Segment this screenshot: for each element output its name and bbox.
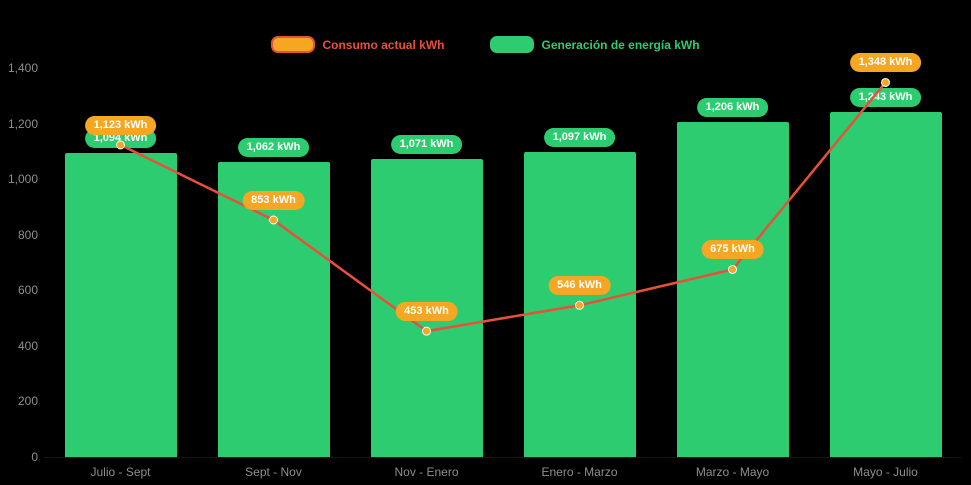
y-axis-tick-label: 600 xyxy=(17,283,38,298)
x-axis-category-label: Mayo - Julio xyxy=(853,465,918,479)
bar-generacion xyxy=(523,152,636,457)
bar-generacion xyxy=(64,153,177,457)
y-axis-tick-label: 800 xyxy=(17,227,38,242)
x-axis-category-label: Sept - Nov xyxy=(245,465,302,479)
y-axis-tick-label: 200 xyxy=(17,394,38,409)
bar-generacion xyxy=(676,121,789,457)
bar-value-badge: 1,097 kWh xyxy=(543,128,616,148)
legend-swatch-icon xyxy=(271,36,316,53)
chart-legend: Consumo actual kWh Generación de energía … xyxy=(0,36,971,53)
bar-value-badge: 1,206 kWh xyxy=(696,97,769,117)
y-axis-tick-label: 1,200 xyxy=(7,116,38,131)
legend-item-label: Consumo actual kWh xyxy=(322,37,445,52)
line-value-badge: 675 kWh xyxy=(701,240,764,260)
bar-value-badge: 1,243 kWh xyxy=(849,87,922,107)
line-value-badge: 1,348 kWh xyxy=(849,53,922,73)
bar-generacion xyxy=(829,111,942,457)
line-point-marker xyxy=(881,77,890,87)
x-axis-category-label: Julio - Sept xyxy=(90,465,151,479)
bar-value-badge: 1,071 kWh xyxy=(390,135,463,155)
y-axis-tick-label: 1,000 xyxy=(7,172,38,187)
legend-swatch-icon xyxy=(490,36,535,53)
legend-item-generacion[interactable]: Generación de energía kWh xyxy=(490,36,700,53)
bar-value-badge: 1,062 kWh xyxy=(237,137,310,157)
legend-item-label: Generación de energía kWh xyxy=(541,37,700,52)
line-value-badge: 1,123 kWh xyxy=(84,115,157,135)
x-axis-category-label: Marzo - Mayo xyxy=(695,465,770,479)
x-axis-baseline xyxy=(44,457,962,458)
x-axis-category-label: Enero - Marzo xyxy=(541,465,618,479)
line-value-badge: 853 kWh xyxy=(242,190,305,210)
y-axis-tick-label: 0 xyxy=(31,450,38,464)
y-axis-tick-label: 400 xyxy=(17,338,38,353)
y-axis-tick-label: 1,400 xyxy=(7,61,38,75)
line-value-badge: 546 kWh xyxy=(548,276,611,296)
legend-item-consumo[interactable]: Consumo actual kWh xyxy=(271,36,444,53)
line-value-badge: 453 kWh xyxy=(395,302,458,322)
x-axis-category-label: Nov - Enero xyxy=(394,465,459,479)
